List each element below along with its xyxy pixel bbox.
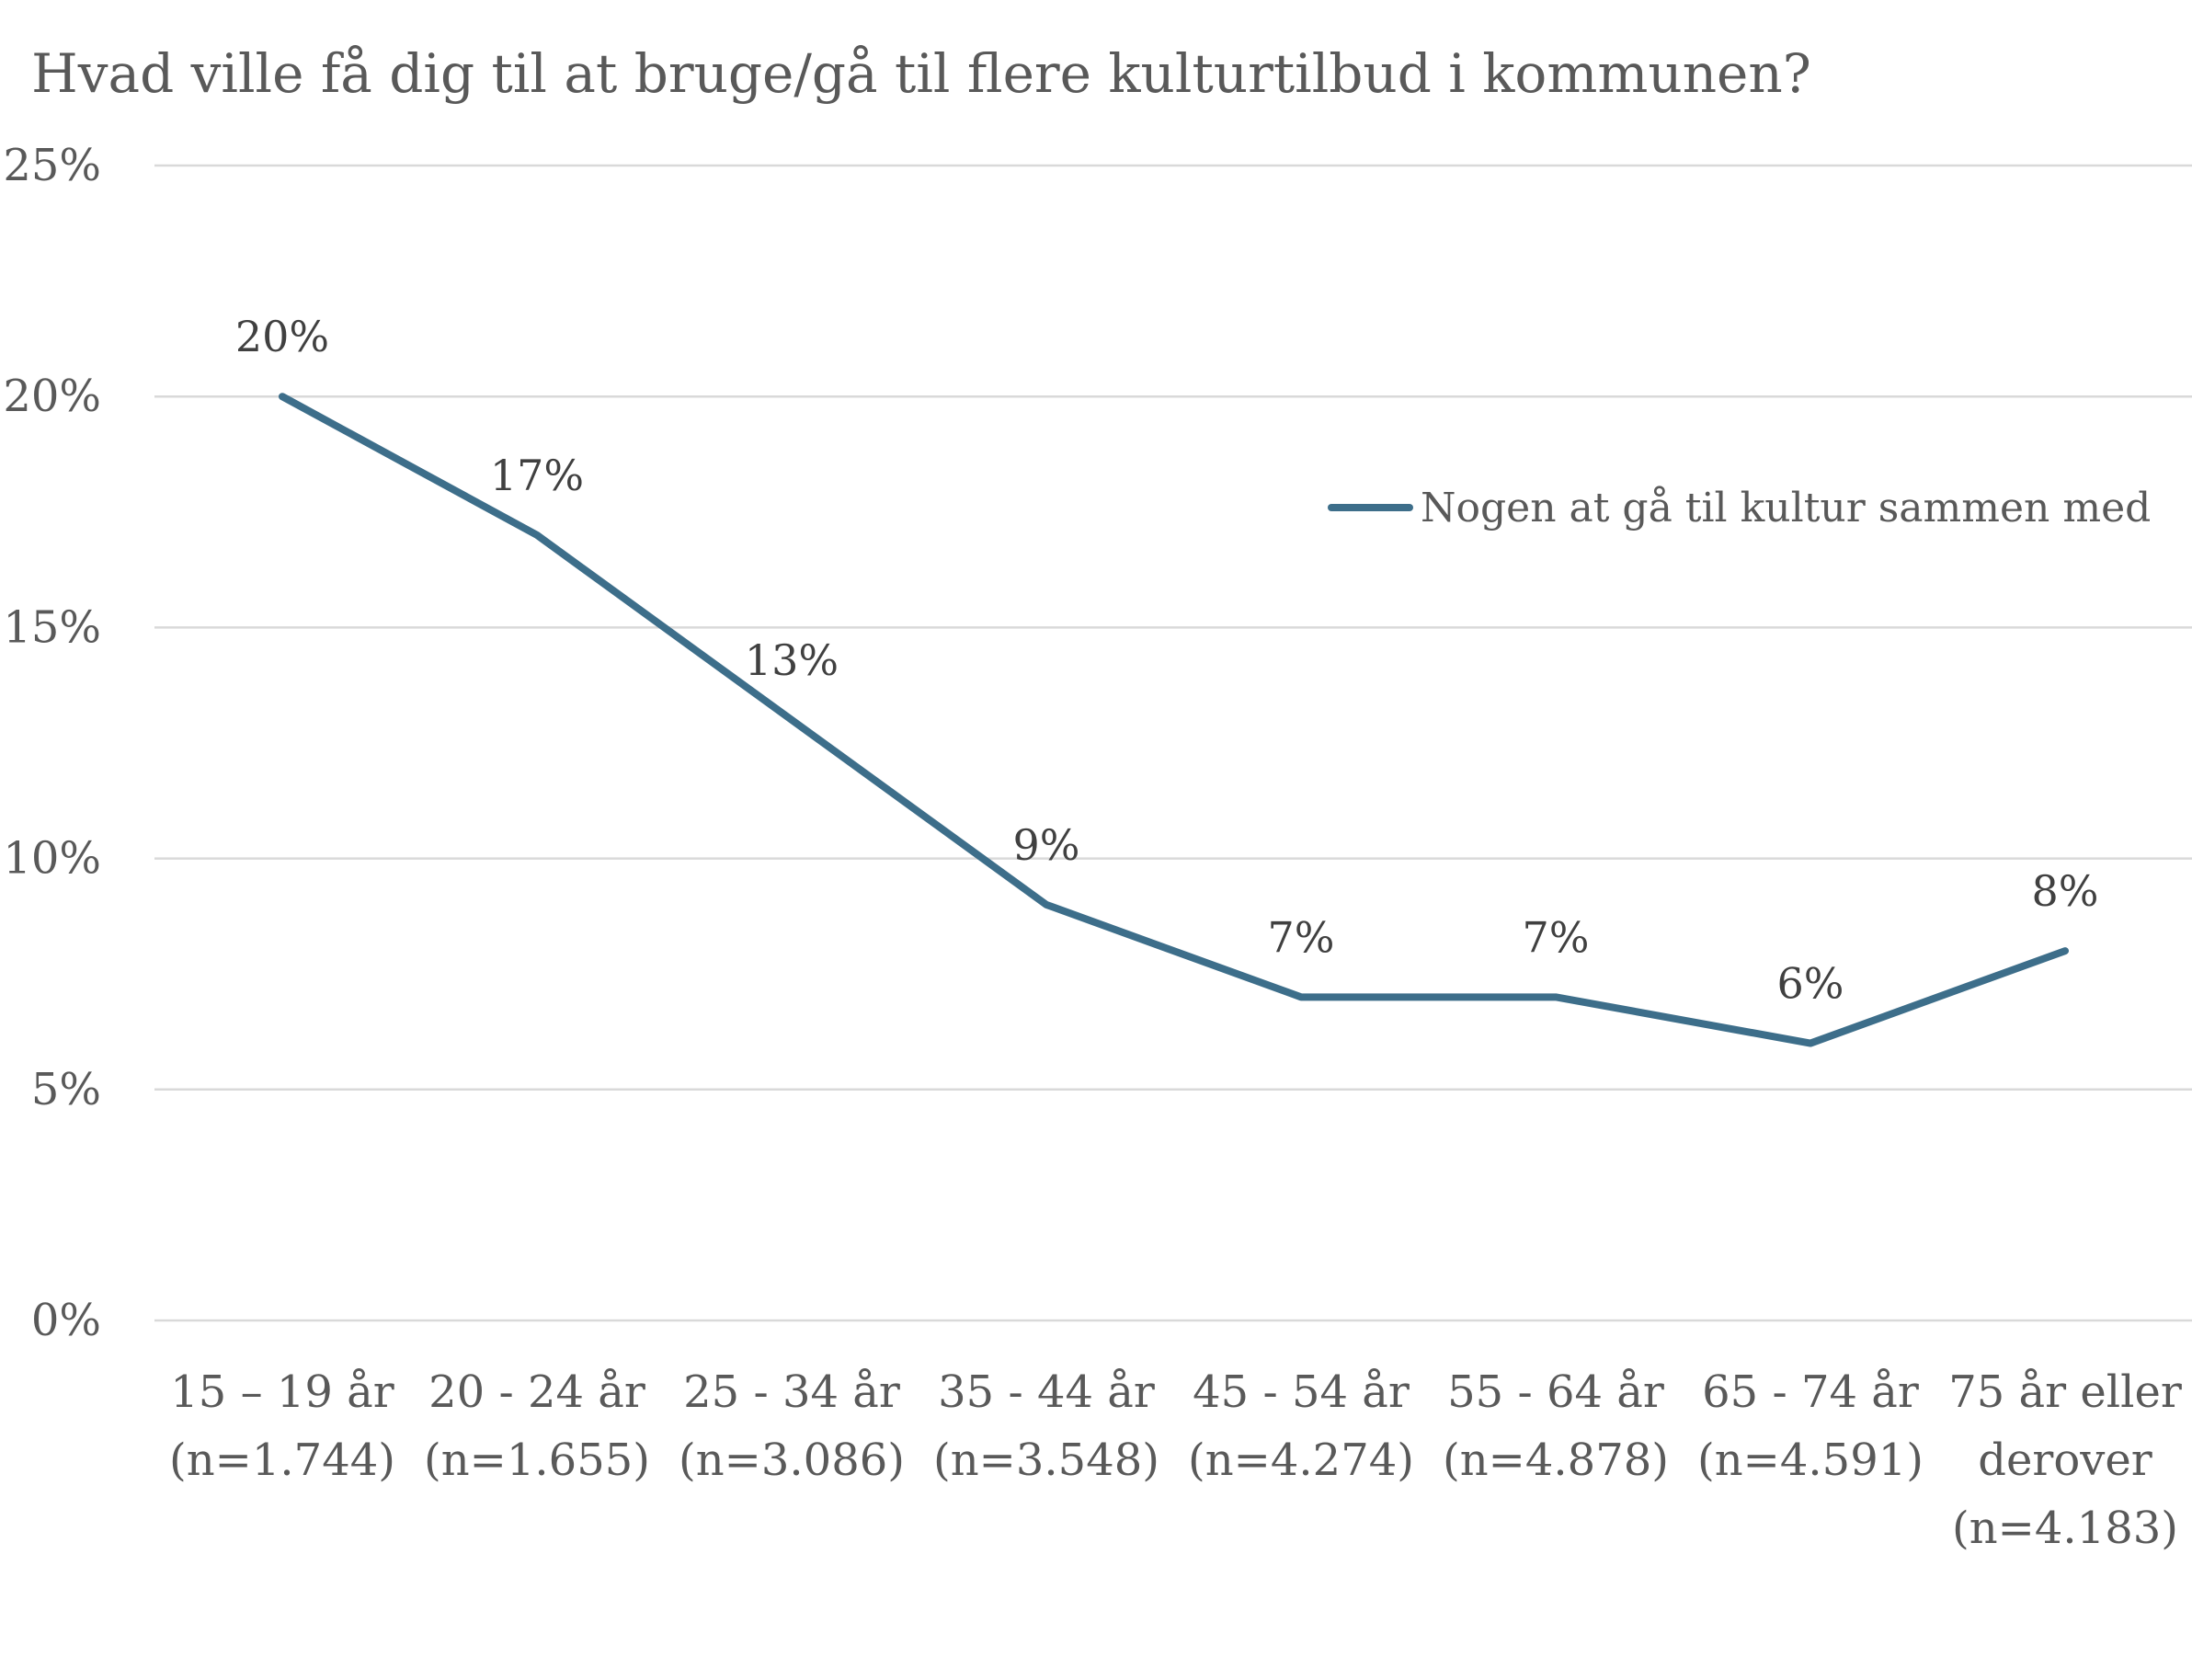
x-category-label: 20 - 24 år (n=1.655): [424, 1366, 650, 1486]
legend-label: Nogen at gå til kultur sammen med: [1421, 485, 2151, 531]
x-category-label: 55 - 64 år (n=4.878): [1443, 1366, 1669, 1486]
data-label: 7%: [1523, 912, 1590, 962]
x-category-label: 15 – 19 år (n=1.744): [169, 1366, 395, 1486]
y-tick-label: 20%: [3, 371, 101, 422]
data-label: 8%: [2032, 866, 2099, 916]
chart-title: Hvad ville få dig til at bruge/gå til fl…: [31, 42, 1811, 105]
y-tick-label: 0%: [31, 1295, 101, 1346]
x-category-label: 45 - 54 år (n=4.274): [1188, 1366, 1414, 1486]
data-label: 13%: [745, 635, 839, 685]
data-labels: 20% 17% 13% 9% 7% 7% 6% 8%: [235, 312, 2099, 1008]
legend: Nogen at gå til kultur sammen med: [1328, 485, 2151, 531]
series-line: [279, 393, 2069, 1047]
data-label: 7%: [1268, 912, 1335, 962]
y-tick-label: 15%: [3, 601, 101, 653]
y-axis-ticks: 0% 5% 10% 15% 20% 25%: [3, 140, 101, 1346]
data-label: 17%: [490, 451, 584, 500]
x-category-label: 65 - 74 år (n=4.591): [1697, 1366, 1924, 1486]
y-tick-label: 10%: [3, 833, 101, 885]
gridlines: [154, 164, 2192, 1322]
y-tick-label: 25%: [3, 140, 101, 191]
x-category-label: 75 år eller derover (n=4.183): [1948, 1366, 2182, 1554]
data-label: 20%: [235, 312, 329, 361]
data-label: 9%: [1013, 820, 1080, 870]
data-label: 6%: [1777, 959, 1844, 1009]
series-lines: [279, 393, 2069, 1047]
x-axis-categories: 15 – 19 år (n=1.744)20 - 24 år (n=1.655)25…: [169, 1366, 2182, 1554]
x-category-label: 25 - 34 år (n=3.086): [679, 1366, 905, 1486]
y-tick-label: 5%: [31, 1064, 101, 1115]
x-category-label: 35 - 44 år (n=3.548): [933, 1366, 1159, 1486]
